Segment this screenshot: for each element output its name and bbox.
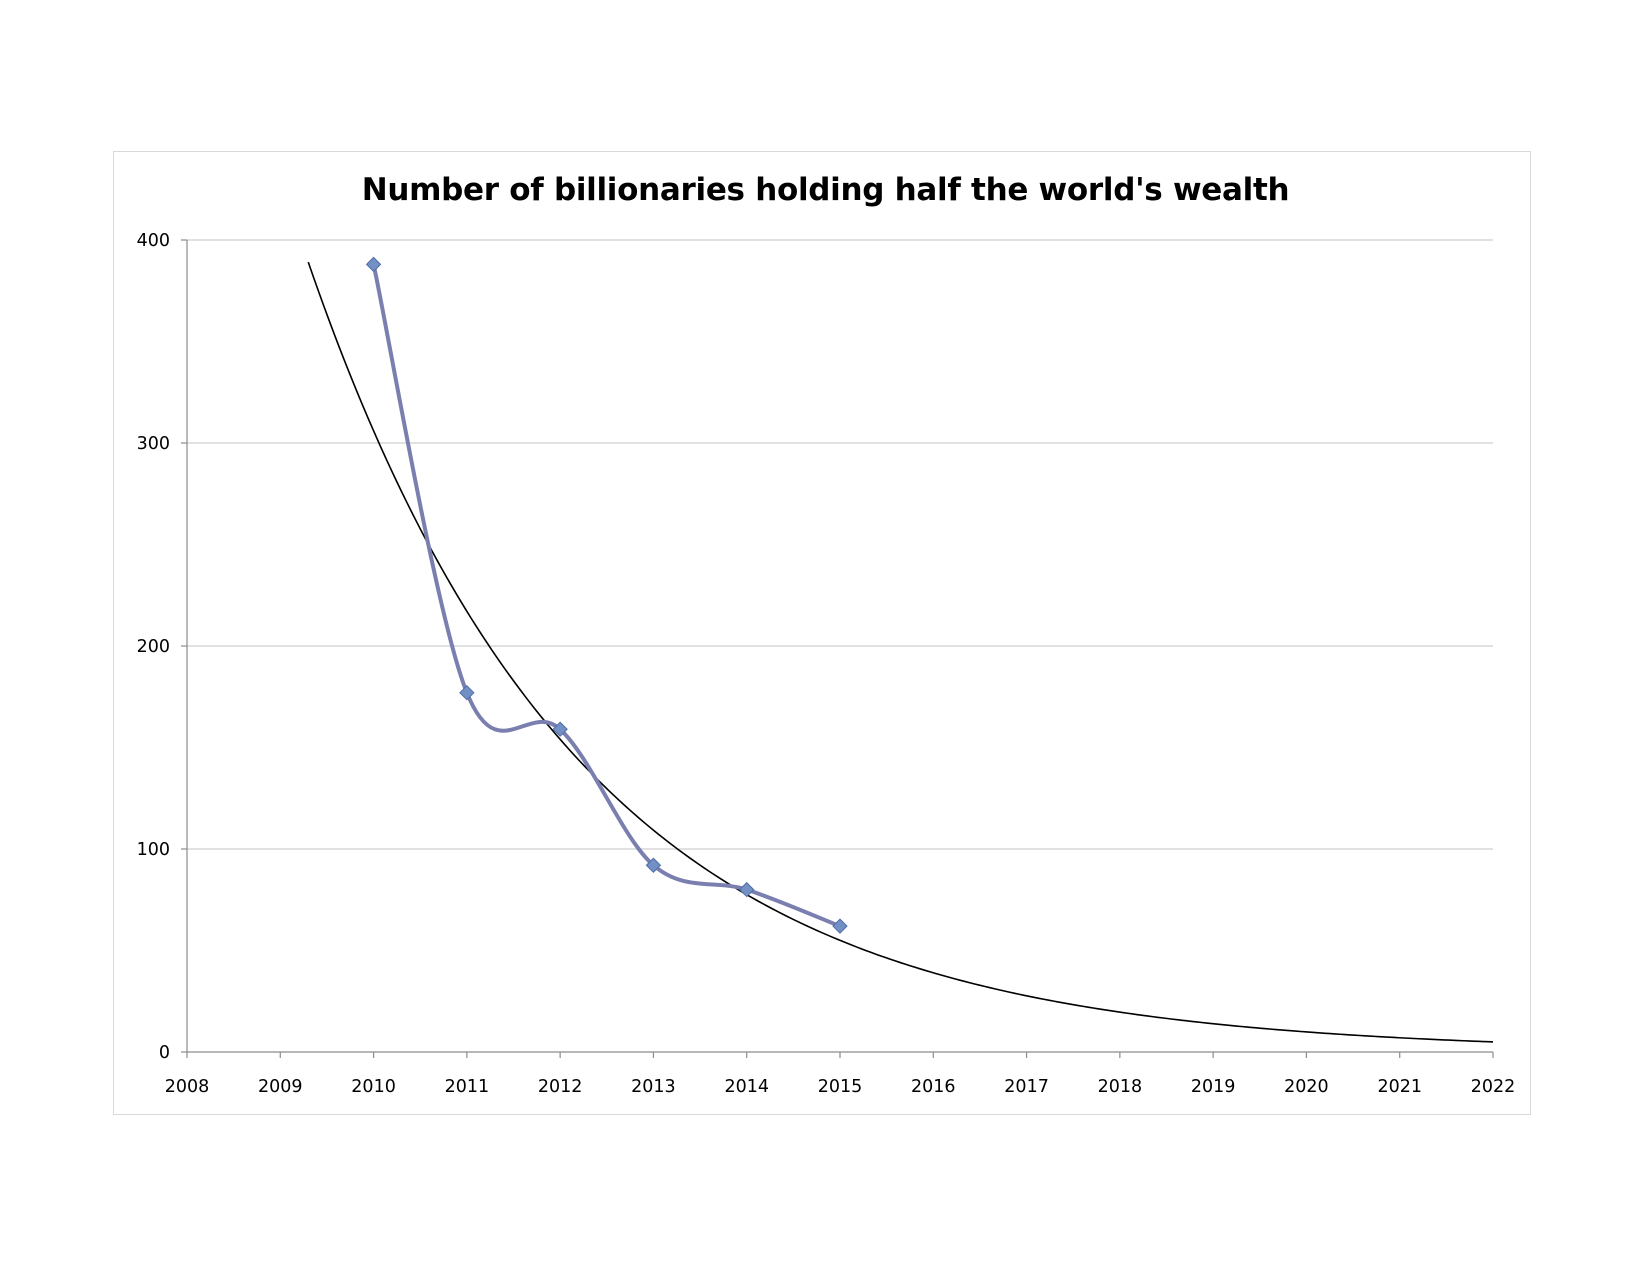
x-tick-label: 2019 xyxy=(1191,1077,1236,1097)
y-axis-tick-labels: 0 100 200 300 400 xyxy=(137,231,170,1063)
axes xyxy=(181,239,1494,1058)
x-tick-label: 2016 xyxy=(911,1077,956,1097)
x-tick-label: 2018 xyxy=(1098,1077,1143,1097)
chart-area xyxy=(113,151,1531,1115)
gridlines xyxy=(187,239,1493,850)
x-tick-label: 2022 xyxy=(1471,1077,1516,1097)
series-line-0 xyxy=(371,262,842,929)
x-tick-label: 2015 xyxy=(818,1077,863,1097)
data-point-2014 xyxy=(739,881,755,898)
data-point-2011 xyxy=(459,684,475,701)
data-point-2010 xyxy=(365,256,382,273)
y-tick-label: 200 xyxy=(137,637,170,657)
x-tick-label: 2020 xyxy=(1284,1077,1329,1097)
x-tick-label: 2012 xyxy=(538,1077,583,1097)
x-tick-label: 2011 xyxy=(445,1077,490,1097)
x-tick-label: 2010 xyxy=(351,1077,396,1097)
x-tick-label: 2008 xyxy=(165,1077,210,1097)
chart-title: Number of billionaries holding half the … xyxy=(361,172,1290,208)
data-point-2012 xyxy=(552,721,568,737)
x-tick-label: 2021 xyxy=(1377,1077,1422,1097)
x-tick-label: 2014 xyxy=(724,1077,769,1097)
x-axis-tick-labels: 2008 2009 2010 2011 2012 2013 2014 2015 2016 2017… xyxy=(165,1077,1516,1097)
x-tick-label: 2017 xyxy=(1004,1077,1049,1097)
trendline-layer xyxy=(307,261,1494,1043)
x-tick-label: 2009 xyxy=(258,1077,303,1097)
data-point-2015 xyxy=(832,918,848,934)
x-tick-label: 2013 xyxy=(631,1077,676,1097)
trendline xyxy=(307,261,1494,1043)
y-tick-label: 100 xyxy=(137,840,170,860)
y-tick-label: 300 xyxy=(137,434,170,454)
data-point-2013 xyxy=(645,857,662,873)
series-layer xyxy=(365,256,848,934)
y-tick-label: 400 xyxy=(137,231,170,251)
y-tick-label: 0 xyxy=(159,1043,170,1063)
